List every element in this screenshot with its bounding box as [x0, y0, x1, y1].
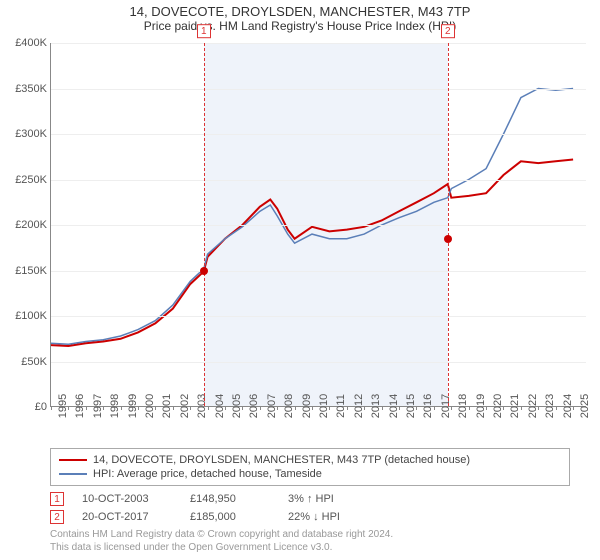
- row-date: 20-OCT-2017: [82, 511, 172, 523]
- y-tick-label: £150K: [15, 265, 51, 277]
- x-tick-label: 2020: [486, 394, 504, 418]
- y-tick-label: £250K: [15, 174, 51, 186]
- x-tick-label: 1998: [103, 394, 121, 418]
- x-tick-label: 2003: [190, 394, 208, 418]
- x-tick-label: 2025: [573, 394, 591, 418]
- x-tick-label: 2011: [329, 394, 347, 418]
- series-line: [51, 89, 573, 345]
- y-tick-label: £0: [35, 401, 51, 413]
- x-tick-label: 2016: [416, 394, 434, 418]
- x-tick-label: 2005: [225, 394, 243, 418]
- legend-swatch: [59, 473, 87, 475]
- footer-line-1: Contains HM Land Registry data © Crown c…: [50, 528, 570, 541]
- row-marker: 2: [50, 510, 64, 524]
- legend-row: HPI: Average price, detached house, Tame…: [59, 467, 561, 481]
- event-marker-1: 1: [197, 24, 211, 38]
- row-pct: 22% ↓ HPI: [288, 511, 398, 523]
- x-tick-label: 1995: [51, 394, 69, 418]
- x-tick-label: 2018: [451, 394, 469, 418]
- x-tick-label: 2010: [312, 394, 330, 418]
- x-tick-label: 2013: [364, 394, 382, 418]
- data-row: 2 20-OCT-2017 £185,000 22% ↓ HPI: [50, 508, 570, 526]
- row-date: 10-OCT-2003: [82, 493, 172, 505]
- x-tick-label: 2007: [260, 394, 278, 418]
- x-tick-label: 2012: [347, 394, 365, 418]
- chart-subtitle: Price paid vs. HM Land Registry's House …: [0, 19, 600, 37]
- chart-title: 14, DOVECOTE, DROYLSDEN, MANCHESTER, M43…: [0, 0, 600, 19]
- x-tick-label: 1996: [68, 394, 86, 418]
- y-tick-label: £400K: [15, 37, 51, 49]
- x-tick-label: 2002: [173, 394, 191, 418]
- footer-line-2: This data is licensed under the Open Gov…: [50, 541, 570, 554]
- x-tick-label: 2021: [503, 394, 521, 418]
- x-tick-label: 2008: [277, 394, 295, 418]
- footer: Contains HM Land Registry data © Crown c…: [50, 528, 570, 554]
- event-dot-2: [444, 235, 452, 243]
- x-tick-label: 2014: [382, 394, 400, 418]
- x-tick-label: 2024: [556, 394, 574, 418]
- row-marker: 1: [50, 492, 64, 506]
- x-tick-label: 2019: [469, 394, 487, 418]
- x-tick-label: 2000: [138, 394, 156, 418]
- row-price: £148,950: [190, 493, 270, 505]
- x-tick-label: 2022: [521, 394, 539, 418]
- x-tick-label: 2015: [399, 394, 417, 418]
- y-tick-label: £50K: [21, 356, 51, 368]
- x-tick-label: 1997: [86, 394, 104, 418]
- legend: 14, DOVECOTE, DROYLSDEN, MANCHESTER, M43…: [50, 448, 570, 486]
- y-tick-label: £300K: [15, 128, 51, 140]
- data-points: 1 10-OCT-2003 £148,950 3% ↑ HPI 2 20-OCT-2017…: [50, 490, 570, 526]
- x-tick-label: 2009: [295, 394, 313, 418]
- plot-area: £0£50K£100K£150K£200K£250K£300K£350K£400…: [50, 43, 586, 407]
- x-tick-label: 2004: [208, 394, 226, 418]
- y-tick-label: £350K: [15, 83, 51, 95]
- data-row: 1 10-OCT-2003 £148,950 3% ↑ HPI: [50, 490, 570, 508]
- x-tick-label: 2017: [434, 394, 452, 418]
- legend-swatch: [59, 459, 87, 461]
- row-pct: 3% ↑ HPI: [288, 493, 398, 505]
- price-chart: £0 £50K £100K £150K £200K £250K £300K £350K £400…: [0, 37, 600, 442]
- y-tick-label: £200K: [15, 219, 51, 231]
- arrow-icon: ↑: [307, 493, 313, 505]
- arrow-icon: ↓: [313, 511, 319, 523]
- x-tick-label: 2023: [538, 394, 556, 418]
- legend-label: HPI: Average price, detached house, Tame…: [93, 468, 322, 480]
- event-dot-1: [200, 267, 208, 275]
- y-tick-label: £100K: [15, 310, 51, 322]
- legend-label: 14, DOVECOTE, DROYLSDEN, MANCHESTER, M43…: [93, 454, 470, 466]
- series-line: [51, 160, 573, 347]
- x-tick-label: 2006: [242, 394, 260, 418]
- legend-row: 14, DOVECOTE, DROYLSDEN, MANCHESTER, M43…: [59, 453, 561, 467]
- event-marker-2: 2: [441, 24, 455, 38]
- row-price: £185,000: [190, 511, 270, 523]
- x-tick-label: 1999: [121, 394, 139, 418]
- x-tick-label: 2001: [155, 394, 173, 418]
